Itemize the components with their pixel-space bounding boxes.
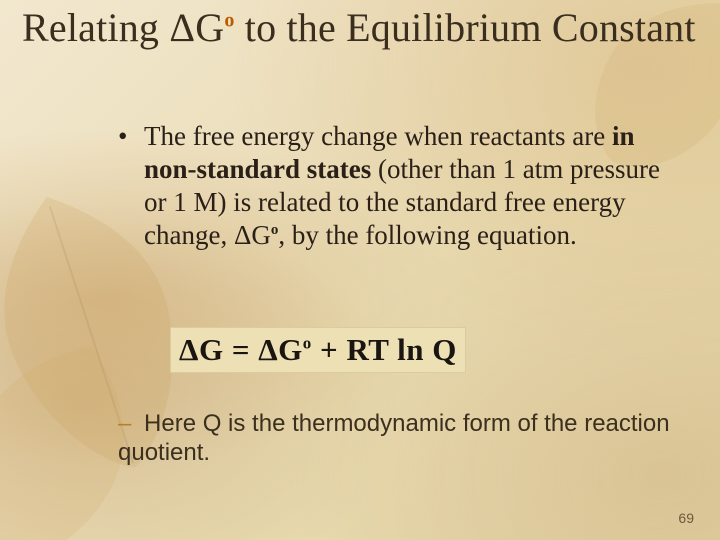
title-g: G: [195, 5, 224, 50]
main-bullet: • The free energy change when reactants …: [118, 120, 678, 252]
title-pre: Relating: [22, 5, 169, 50]
bullet-dg-delta: Δ: [234, 220, 251, 250]
title-sup-o: o: [224, 10, 234, 32]
slide-number: 69: [678, 510, 694, 526]
eq-q: Q: [432, 332, 457, 367]
sub-bullet-text: Here Q is the thermodynamic form of the …: [118, 410, 670, 466]
eq-rhs-sup: o: [303, 334, 312, 353]
bullet-p1: The free energy change when reactants ar…: [144, 121, 612, 151]
equation: ΔG = ΔGo + RT ln Q: [179, 332, 457, 368]
eq-lhs-delta: Δ: [179, 332, 199, 367]
equation-box: ΔG = ΔGo + RT ln Q: [170, 327, 466, 373]
bullet-dg-g: G: [251, 220, 271, 250]
sub-bullet-dash: –: [118, 410, 131, 437]
eq-equals: =: [224, 332, 259, 367]
eq-rhs-g: G: [278, 332, 303, 367]
eq-plus: +: [312, 332, 347, 367]
bullet-text: The free energy change when reactants ar…: [144, 120, 678, 252]
eq-lhs-g: G: [199, 332, 224, 367]
title-delta: Δ: [169, 5, 195, 50]
sub-bullet: – Here Q is the thermodynamic form of th…: [118, 410, 678, 468]
bullet-marker: •: [118, 120, 127, 153]
title-post: to the Equilibrium Constant: [235, 5, 696, 50]
eq-ln: ln: [389, 332, 432, 367]
slide-title: Relating ΔGo to the Equilibrium Constant: [22, 6, 696, 51]
bullet-p3: , by the following equation.: [278, 220, 576, 250]
eq-rhs-delta: Δ: [258, 332, 278, 367]
eq-rt: RT: [346, 332, 388, 367]
